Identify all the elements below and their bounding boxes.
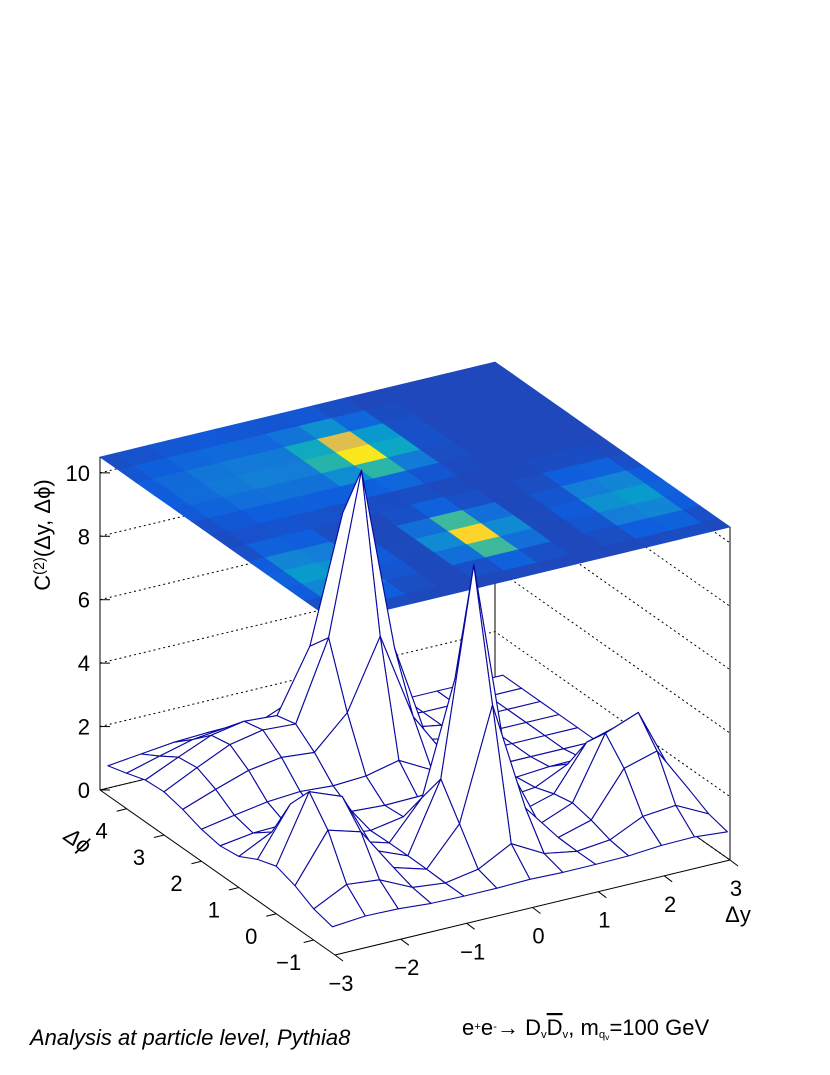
x-tick: [532, 907, 541, 914]
text-part: → D: [497, 1015, 541, 1040]
x-tick: [334, 954, 344, 962]
x-tick: [729, 859, 739, 867]
annotation: e+e-→ DvDv, mqv=100 GeV: [462, 1015, 709, 1042]
x-tick-label: −1: [460, 939, 485, 964]
x-tick-label: −2: [394, 955, 419, 980]
text-part: e: [481, 1015, 493, 1040]
text-part: +: [474, 1021, 481, 1033]
y-tick: [153, 834, 165, 838]
z-axis-title: C(2)(Δy, Δϕ): [30, 479, 55, 590]
y-tick: [303, 939, 314, 943]
z-tick-label: 8: [78, 524, 90, 549]
text-part: C: [30, 575, 55, 591]
text-part: (2): [32, 557, 48, 575]
text-part: e: [462, 1015, 474, 1040]
y-axis-title: Δϕ: [59, 822, 96, 859]
text-part: -: [493, 1021, 497, 1033]
y-tick-label: 1: [208, 897, 220, 922]
x-tick: [663, 875, 673, 883]
y-tick-label: 3: [133, 845, 145, 870]
y-tick: [191, 860, 202, 865]
y-tick-label: 2: [170, 871, 182, 896]
text-part: , m: [568, 1015, 599, 1040]
y-tick: [266, 913, 277, 917]
annotation: Analysis at particle level, Pythia8: [28, 1025, 351, 1050]
text-part: =100 GeV: [609, 1015, 709, 1040]
z-tick-label: 2: [78, 715, 90, 740]
contour-projection: [99, 361, 731, 623]
axis-line: [99, 789, 336, 956]
text-part: v: [605, 1032, 610, 1042]
y-tick-label: 4: [96, 819, 108, 844]
x-axis-title: Δy: [725, 902, 751, 927]
text-part: v: [541, 1029, 547, 1041]
x-tick-label: −3: [328, 971, 353, 996]
text-part: q: [599, 1029, 605, 1041]
z-tick-label: 6: [78, 588, 90, 613]
x-tick-label: 0: [532, 924, 544, 949]
heat-cell: [477, 361, 514, 379]
text-part: Analysis at particle level, Pythia8: [28, 1025, 351, 1050]
z-tick-label: 4: [78, 651, 90, 676]
y-tick: [116, 808, 127, 812]
y-tick-label: −1: [276, 950, 301, 975]
y-tick-label: 0: [245, 924, 257, 949]
text-part: v: [563, 1029, 569, 1041]
text-part: (Δy, Δϕ): [30, 479, 55, 557]
x-tick-label: 1: [598, 908, 610, 933]
y-tick: [228, 887, 239, 891]
surface-cell: [313, 883, 366, 928]
grid-line: [99, 631, 731, 798]
x-tick-label: 3: [730, 876, 742, 901]
x-tick: [598, 891, 607, 899]
z-tick-label: 0: [78, 778, 90, 803]
z-tick-label: 10: [66, 461, 90, 486]
surface: [107, 469, 728, 928]
x-tick: [466, 922, 475, 930]
x-tick-label: 2: [664, 892, 676, 917]
x-tick: [400, 938, 410, 946]
text-part: D: [547, 1015, 563, 1040]
